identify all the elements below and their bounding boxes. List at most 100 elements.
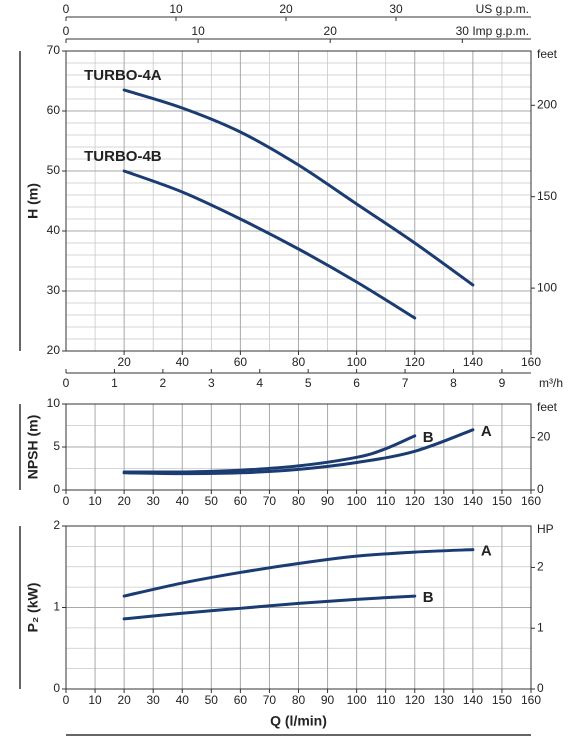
x-tick-label: 160 [521,355,541,369]
curve [122,428,475,476]
x-tick-label: 10 [88,693,102,707]
x-tick-label: 80 [292,693,306,707]
aux-tick-label: 2 [160,376,167,390]
y-tick-label: 50 [47,163,61,177]
y-tick-label: 20 [47,343,61,357]
aux-tick-label: 9 [499,376,506,390]
x-tick-label: 120 [405,355,425,369]
y2-axis-label: feet [537,47,558,61]
x-tick-label: 160 [521,494,541,508]
x-tick-label: 110 [376,494,395,508]
y2-tick-label: 150 [537,189,557,203]
y2-tick-label: 20 [537,430,551,444]
x-tick-label: 30 [147,693,161,707]
curve [122,594,417,621]
aux-tick-label: 0 [63,376,70,390]
curve [122,169,417,320]
x-tick-label: 100 [347,355,367,369]
aux-axis-label: US g.p.m. [476,2,529,16]
series-label: A [481,423,492,440]
x-tick-label: 120 [405,693,425,707]
y-tick-label: 1 [53,600,60,614]
x-tick-label: 140 [463,693,483,707]
y-tick-label: 0 [53,681,60,695]
y-axis-label: H (m) [25,183,41,219]
aux-tick-label: 8 [450,376,457,390]
y-tick-label: 10 [47,396,61,410]
aux-tick-label: 0 [63,2,70,16]
aux-axis-label: Imp g.p.m. [472,24,529,38]
x-tick-label: 100 [347,494,367,508]
x-axis-label: Q (l/min) [270,713,327,729]
plot-frame [65,50,532,352]
series-label: A [481,543,492,560]
x-tick-label: 10 [88,494,102,508]
y2-tick-label: 0 [537,482,544,496]
x-tick-label: 20 [117,494,131,508]
y-axis-label: NPSH (m) [25,415,41,480]
y-tick-label: 40 [47,223,61,237]
aux-tick-label: 6 [353,376,360,390]
y2-tick-label: 1 [537,620,544,634]
y2-tick-label: 200 [537,97,557,111]
x-tick-label: 80 [292,355,306,369]
x-tick-label: 150 [492,494,512,508]
y-tick-label: 60 [47,103,61,117]
series-label: B [423,429,434,446]
x-tick-label: 0 [63,494,70,508]
x-tick-label: 30 [147,494,161,508]
x-tick-label: 140 [463,355,483,369]
x-tick-label: 40 [176,355,190,369]
y-tick-label: 0 [53,482,60,496]
x-tick-label: 60 [234,355,248,369]
x-tick-label: 80 [292,494,306,508]
x-tick-label: 110 [376,693,395,707]
aux-tick-label: 10 [191,24,205,38]
aux-tick-label: 30 [389,2,403,16]
aux-axis-label: m³/h [539,376,563,390]
x-tick-label: 140 [463,494,483,508]
y2-tick-label: 0 [537,681,544,695]
x-tick-label: 70 [263,494,277,508]
aux-tick-label: 7 [402,376,409,390]
x-tick-label: 70 [263,693,277,707]
x-tick-label: 150 [492,693,512,707]
series-label: B [423,589,434,606]
x-tick-label: 20 [117,693,131,707]
aux-tick-label: 30 [456,24,470,38]
x-tick-label: 120 [405,494,425,508]
y2-tick-label: 2 [537,560,544,574]
y2-tick-label: 100 [537,280,557,294]
series-label: TURBO-4A [84,67,162,84]
x-tick-label: 50 [205,693,219,707]
aux-tick-label: 20 [324,24,338,38]
y2-axis-label: HP [537,522,554,536]
x-tick-label: 160 [521,693,541,707]
x-tick-label: 60 [234,693,248,707]
aux-tick-label: 1 [111,376,118,390]
x-tick-label: 100 [347,693,367,707]
x-tick-label: 20 [117,355,131,369]
aux-tick-label: 5 [305,376,312,390]
aux-tick-label: 0 [63,24,70,38]
aux-tick-label: 3 [208,376,215,390]
x-tick-label: 0 [63,693,70,707]
x-tick-label: 130 [434,693,454,707]
y-axis-label: P₂ (kW) [25,583,41,633]
x-tick-label: 40 [176,494,190,508]
curve [122,88,475,287]
plot-frame [65,403,532,491]
x-tick-label: 90 [321,693,335,707]
series-label: TURBO-4B [84,148,162,165]
x-tick-label: 40 [176,693,190,707]
x-tick-label: 90 [321,494,335,508]
y-tick-label: 2 [53,518,60,532]
y2-axis-label: feet [537,400,558,414]
aux-tick-label: 20 [279,2,293,16]
x-tick-label: 130 [434,494,454,508]
plot-frame [65,525,532,690]
y-tick-label: 30 [47,283,61,297]
y-tick-label: 70 [47,43,61,57]
y-tick-label: 5 [53,439,60,453]
